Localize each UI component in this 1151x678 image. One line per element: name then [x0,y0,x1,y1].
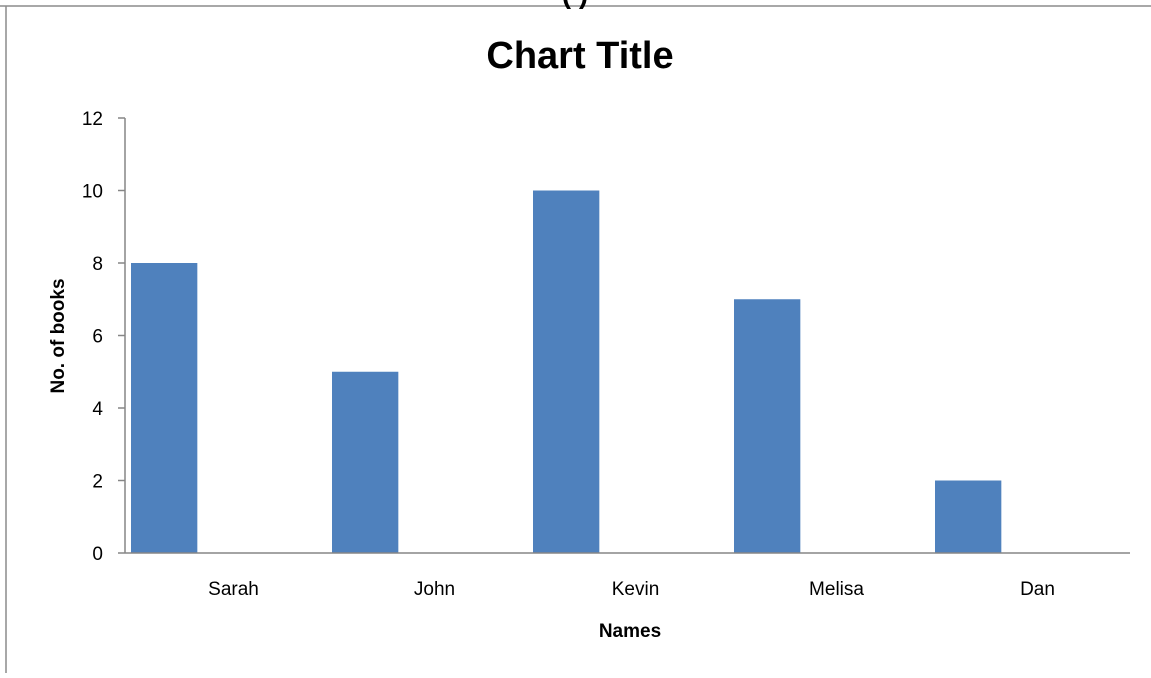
y-axis-title: No. of books [48,278,69,393]
y-tick-label: 10 [82,182,103,203]
chart-title: Chart Title [486,35,673,77]
y-tick-label: 0 [92,544,103,565]
y-tick-label: 6 [92,327,103,348]
bars-group [131,190,1002,553]
x-tick-label: Melisa [809,579,864,600]
x-tick-label: Dan [1020,579,1055,600]
x-axis-title: Names [599,621,661,642]
bar-sarah [131,263,198,553]
y-tick-label: 12 [82,109,103,130]
y-axis-ticks: 0 2 4 6 8 10 12 [82,109,125,565]
y-tick-label: 4 [92,399,103,420]
bar-kevin [533,190,600,553]
x-tick-label: Kevin [612,579,660,600]
x-tick-label: Sarah [208,579,259,600]
y-tick-label: 2 [92,472,103,493]
x-axis-ticks: Sarah John Kevin Melisa Dan [208,579,1055,600]
bar-dan [935,480,1002,553]
bar-john [332,371,399,553]
cropped-top-text: ( ) [562,0,588,9]
bar-melisa [734,299,801,553]
y-tick-label: 8 [92,254,103,275]
x-tick-label: John [414,579,455,600]
